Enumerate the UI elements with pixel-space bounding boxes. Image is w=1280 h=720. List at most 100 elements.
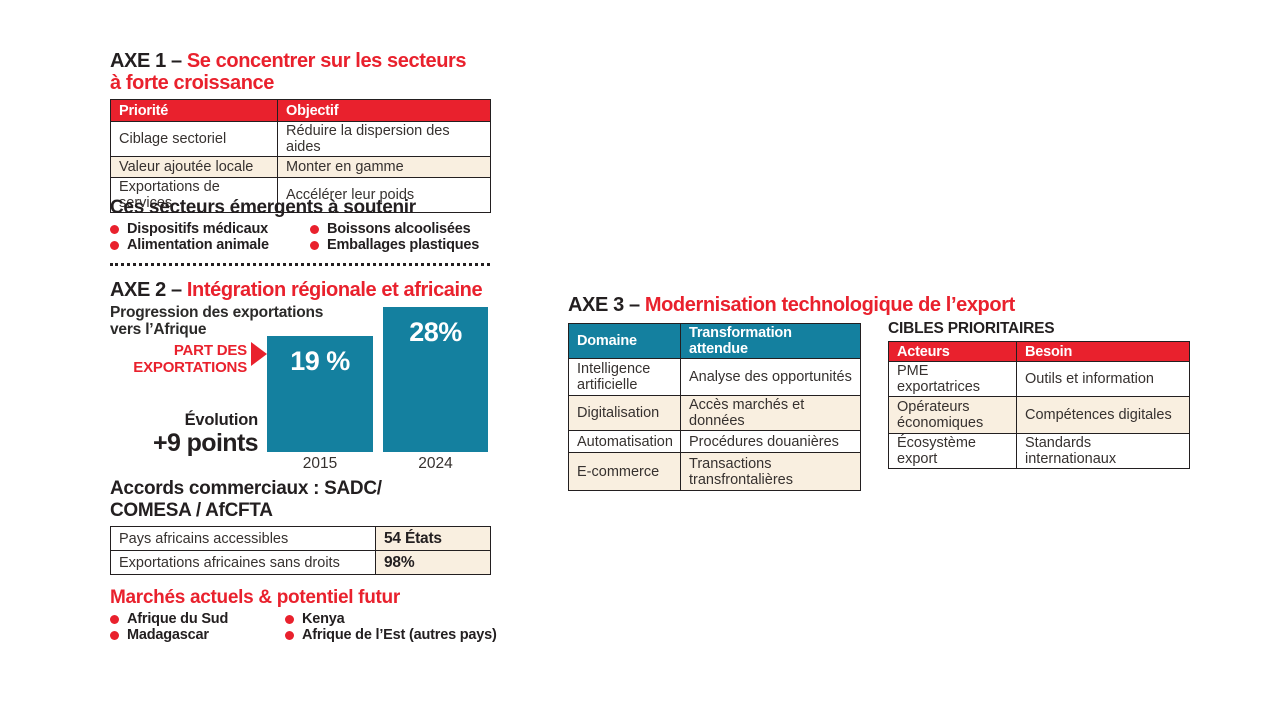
table-row: E-commerce Transactions transfrontalière… (568, 452, 861, 491)
axe1-table-header-priorite: Priorité (110, 99, 278, 122)
axe3-table-header-domaine: Domaine (568, 323, 681, 359)
list-item: Boissons alcoolisées (310, 222, 492, 237)
bullet-dot-icon (110, 631, 119, 640)
emerging-sectors-heading: Ces secteurs émergents à soutenir (110, 197, 416, 218)
table-row: Pays africains accessibles 54 États (110, 526, 491, 551)
axe3-row3-transformation: Procédures douanières (680, 430, 861, 453)
axe3-row1-transformation: Analyse des opportunités (680, 358, 861, 396)
evolution-callout: Évolution +9 points (110, 411, 259, 457)
accords-row2-label: Exportations africaines sans droits (110, 550, 376, 575)
market-label: Kenya (302, 611, 345, 627)
axe3-table-header-transformation: Transformation attendue (680, 323, 861, 359)
part-label-line1: PART DES (173, 342, 247, 359)
table-row: Opérateurs économiques Compétences digit… (888, 396, 1190, 434)
bullet-dot-icon (285, 615, 294, 624)
axe3-row3-domaine: Automatisation (568, 430, 681, 453)
bullet-dot-icon (285, 631, 294, 640)
chart-caption-line2: vers l’Afrique (110, 321, 207, 339)
bullet-dot-icon (110, 225, 119, 234)
accords-table: Pays africains accessibles 54 États Expo… (110, 526, 491, 575)
cibles-row2-besoin: Compétences digitales (1016, 396, 1190, 434)
cibles-heading: CIBLES PRIORITAIRES (888, 320, 1055, 337)
market-label: Madagascar (127, 627, 209, 643)
list-item: Afrique de l’Est (autres pays) (285, 628, 510, 643)
axe1-title: AXE 1 – Se concentrer sur les secteurs à… (110, 50, 510, 94)
axe3-row2-domaine: Digitalisation (568, 395, 681, 431)
evolution-label: Évolution (184, 411, 259, 429)
markets-heading: Marchés actuels & potentiel futur (110, 587, 400, 608)
table-row: Valeur ajoutée locale Monter en gamme (110, 156, 491, 178)
table-row: Écosystème export Standards internationa… (888, 433, 1190, 469)
axe1-title-highlight-line1: Se concentrer sur les secteurs (186, 50, 467, 72)
x-axis-label-2024: 2024 (418, 455, 453, 472)
axe3-row4-transformation: Transactions transfrontalières (680, 452, 861, 491)
cibles-row2-acteur: Opérateurs économiques (888, 396, 1017, 434)
accords-row1-value: 54 États (375, 526, 491, 551)
list-item: Madagascar (110, 628, 285, 643)
accords-heading-line2: COMESA / AfCFTA (110, 499, 273, 521)
accords-heading-line1: Accords commerciaux : SADC/ (110, 478, 382, 499)
axe2-title-prefix: AXE 2 – (110, 279, 182, 301)
bar-2024-value: 28% (409, 317, 462, 347)
accords-row2-value: 98% (375, 550, 491, 575)
bar-2015-value: 19 % (290, 346, 350, 376)
sector-label: Emballages plastiques (327, 237, 480, 253)
cibles-table-header-acteurs: Acteurs (888, 341, 1017, 362)
axe3-row4-domaine: E-commerce (568, 452, 681, 491)
axe3-row2-transformation: Accès marchés et données (680, 395, 861, 431)
cibles-row3-besoin: Standards internationaux (1016, 433, 1190, 469)
axe3-title: AXE 3 – Modernisation technologique de l… (568, 294, 1048, 316)
chart-caption: Progression des exportations vers l’Afri… (110, 304, 370, 339)
bar-2024: 28% (383, 307, 488, 452)
cibles-row1-besoin: Outils et information (1016, 361, 1190, 397)
sector-label: Boissons alcoolisées (327, 221, 471, 237)
axe1-title-prefix: AXE 1 – (110, 50, 182, 72)
bullet-dot-icon (310, 225, 319, 234)
evolution-value: +9 points (152, 429, 259, 457)
table-row: Intelligence artificielle Analyse des op… (568, 358, 861, 396)
accords-heading: Accords commerciaux : SADC/ COMESA / AfC… (110, 478, 500, 522)
axe3-title-highlight: Modernisation technologique de l’export (644, 294, 1015, 316)
list-item: Dispositifs médicaux (110, 222, 310, 237)
axe1-priorites-table: Priorité Objectif Ciblage sectoriel Rédu… (110, 99, 491, 213)
list-item: Alimentation animale (110, 238, 310, 253)
axe1-row3-priorite: Exportations de services (110, 177, 278, 213)
axe1-row1-priorite: Ciblage sectoriel (110, 121, 278, 157)
table-row: Exportations africaines sans droits 98% (110, 550, 491, 575)
bullet-dot-icon (310, 241, 319, 250)
part-exportations-label: PART DES EXPORTATIONS (110, 342, 247, 376)
table-row: Automatisation Procédures douanières (568, 430, 861, 453)
axe1-row2-objectif: Monter en gamme (277, 156, 491, 178)
cibles-table-header-besoin: Besoin (1016, 341, 1190, 362)
arrow-right-icon (251, 342, 267, 366)
sector-label: Alimentation animale (127, 237, 269, 253)
axe3-row1-domaine: Intelligence artificielle (568, 358, 681, 396)
sector-label: Dispositifs médicaux (127, 221, 269, 237)
market-label: Afrique du Sud (127, 611, 229, 627)
table-row: Exportations de services Accélérer leur … (110, 177, 491, 213)
emerging-sectors-list: Dispositifs médicaux Boissons alcoolisée… (110, 222, 492, 253)
bar-2015: 19 % (267, 336, 373, 452)
axe1-row3-objectif: Accélérer leur poids (277, 177, 491, 213)
axe2-title-highlight: Intégration régionale et africaine (186, 279, 483, 301)
chart-caption-line1: Progression des exportations (110, 304, 324, 321)
cibles-row3-acteur: Écosystème export (888, 433, 1017, 469)
cibles-row1-acteur: PME exportatrices (888, 361, 1017, 397)
axe3-domaines-table: Domaine Transformation attendue Intellig… (568, 323, 861, 491)
dotted-divider (110, 263, 490, 266)
table-row: Ciblage sectoriel Réduire la dispersion … (110, 121, 491, 157)
axe1-row1-objectif: Réduire la dispersion des aides (277, 121, 491, 157)
list-item: Emballages plastiques (310, 238, 492, 253)
axe2-title: AXE 2 – Intégration régionale et africai… (110, 279, 510, 301)
accords-row1-label: Pays africains accessibles (110, 526, 376, 551)
table-row: PME exportatrices Outils et information (888, 361, 1190, 397)
axe3-title-prefix: AXE 3 – (568, 294, 640, 316)
axe1-table-header-objectif: Objectif (277, 99, 491, 122)
axe1-row2-priorite: Valeur ajoutée locale (110, 156, 278, 178)
market-label: Afrique de l’Est (autres pays) (302, 627, 497, 643)
x-axis-label-2015: 2015 (302, 455, 338, 472)
bullet-dot-icon (110, 241, 119, 250)
list-item: Kenya (285, 612, 510, 627)
bullet-dot-icon (110, 615, 119, 624)
